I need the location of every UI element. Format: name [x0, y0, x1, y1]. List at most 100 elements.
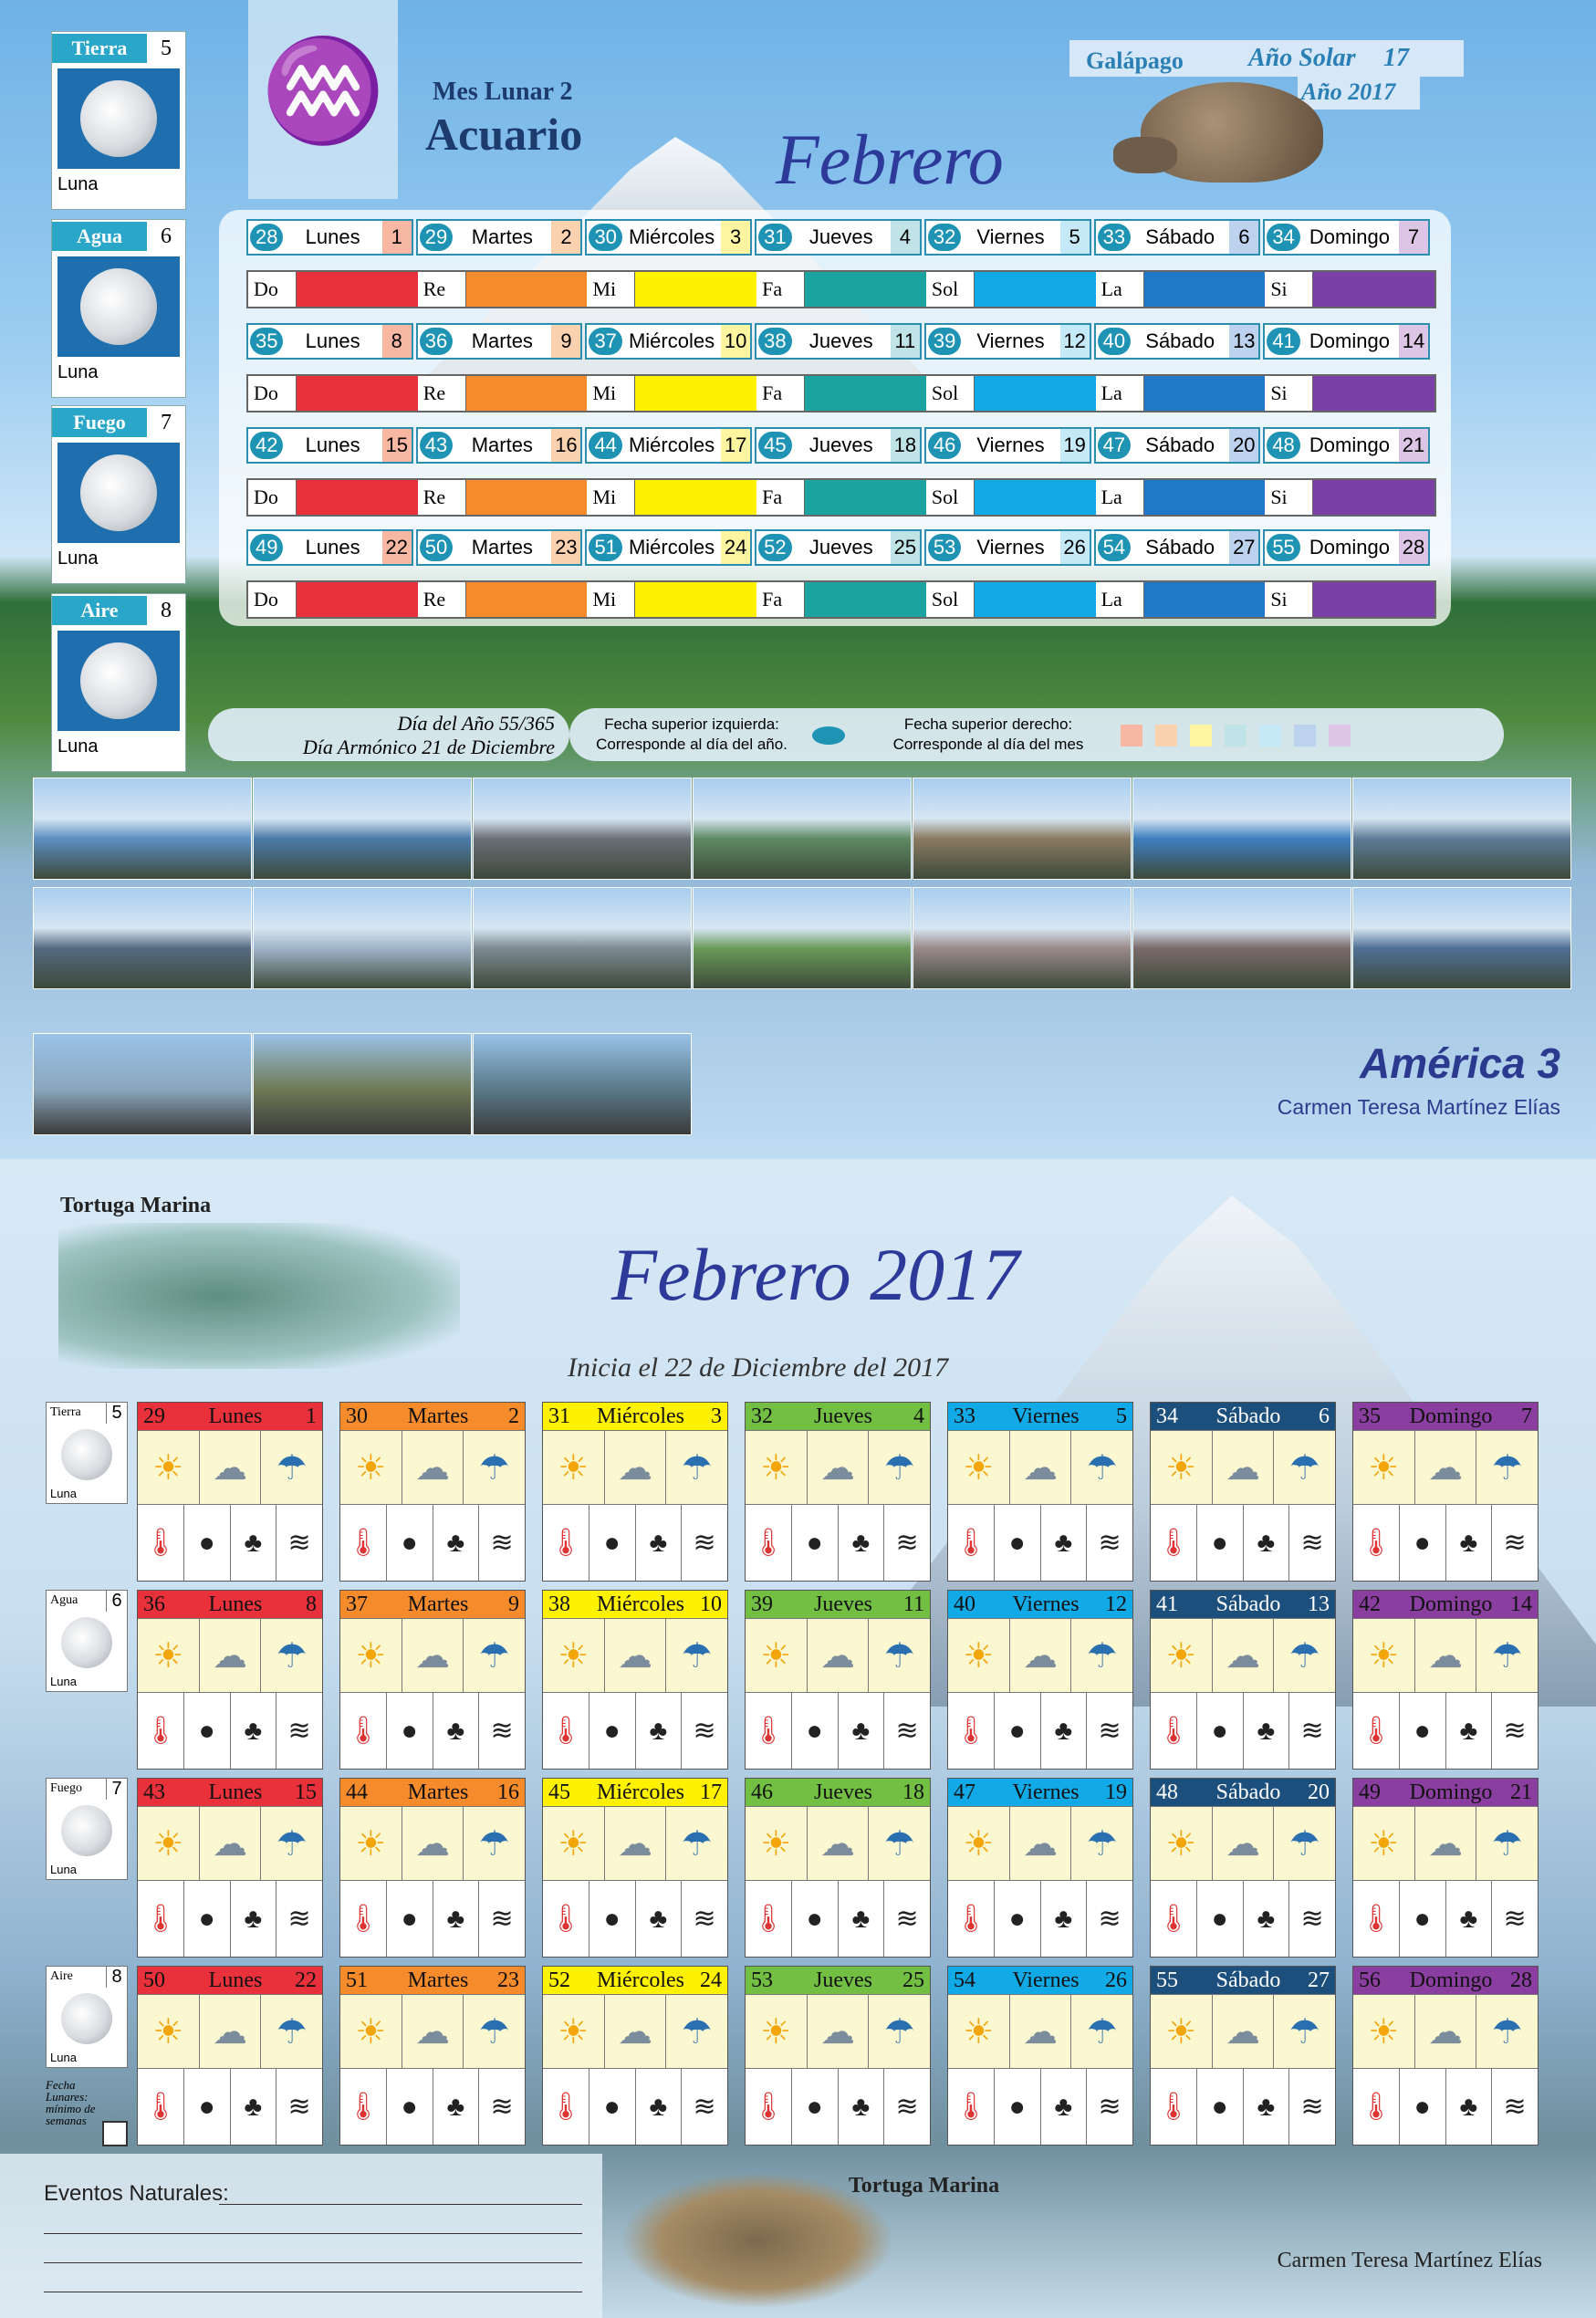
moon-phase-icon[interactable]: ● [589, 1693, 636, 1769]
day-cell[interactable]: 54 Sábado 27 [1093, 529, 1261, 566]
day-cell[interactable]: 41 Domingo 14 [1263, 323, 1431, 360]
day-cell[interactable]: 52 Jueves 25 [755, 529, 922, 566]
cloud-icon[interactable]: ☁ [200, 1807, 262, 1880]
day-card[interactable]: 43 Lunes 15 ☀ ☁ ☂ 🌡 ● ♣ ≋ [137, 1778, 323, 1958]
rain-cloud-icon[interactable]: ☂ [1086, 1448, 1118, 1488]
day-cell[interactable]: 42 Lunes 15 [246, 427, 413, 464]
wind-icon[interactable]: ≋ [1300, 2092, 1324, 2122]
cloud-icon[interactable]: ☁ [605, 1995, 667, 2068]
sun-icon[interactable]: ☀ [1151, 1995, 1213, 2068]
rain-cloud-icon[interactable]: ☂ [276, 1636, 308, 1676]
day-cell[interactable]: 45 Jueves 18 [755, 427, 922, 464]
thermometer-icon[interactable]: 🌡 [340, 1693, 387, 1769]
wind-icon[interactable]: ≋ [895, 1528, 919, 1558]
day-card[interactable]: 46 Jueves 18 ☀ ☁ ☂ 🌡 ● ♣ ≋ [745, 1778, 931, 1958]
day-cell[interactable]: 49 Lunes 22 [246, 529, 413, 566]
day-cell[interactable]: 44 Miércoles 17 [585, 427, 753, 464]
sun-icon[interactable]: ☀ [1353, 1807, 1415, 1880]
rain-cloud-icon[interactable]: ☂ [478, 2012, 510, 2052]
palm-tree-icon[interactable]: ♣ [433, 2069, 480, 2145]
moon-phase-icon[interactable]: ● [184, 1693, 231, 1769]
rain-cloud-icon[interactable]: ☂ [1288, 1448, 1320, 1488]
note-cell[interactable]: Sol [926, 582, 1096, 617]
moon-phase-icon[interactable]: ● [184, 2069, 231, 2145]
cloud-icon[interactable]: ☁ [1415, 1995, 1477, 2068]
sun-icon[interactable]: ☀ [1151, 1431, 1213, 1504]
cloud-icon[interactable]: ☁ [1213, 1619, 1275, 1692]
wind-icon[interactable]: ≋ [693, 2092, 716, 2122]
moon-phase-icon[interactable]: ● [1400, 1693, 1446, 1769]
thermometer-icon[interactable]: 🌡 [543, 2069, 589, 2145]
cloud-icon[interactable]: ☁ [200, 1431, 262, 1504]
palm-tree-icon[interactable]: ♣ [1041, 1693, 1088, 1769]
moon-phase-icon[interactable]: ● [387, 1693, 433, 1769]
cloud-icon[interactable]: ☁ [1415, 1807, 1477, 1880]
day-card[interactable]: 54 Viernes 26 ☀ ☁ ☂ 🌡 ● ♣ ≋ [947, 1966, 1133, 2146]
moon-phase-icon[interactable]: ● [1197, 1693, 1244, 1769]
wind-icon[interactable]: ≋ [1098, 1904, 1121, 1934]
rain-cloud-icon[interactable]: ☂ [1086, 1824, 1118, 1864]
cloud-icon[interactable]: ☁ [808, 1431, 870, 1504]
thermometer-icon[interactable]: 🌡 [746, 1693, 792, 1769]
moon-phase-icon[interactable]: ● [995, 1505, 1041, 1581]
day-cell[interactable]: 39 Viernes 12 [923, 323, 1091, 360]
cloud-icon[interactable]: ☁ [1415, 1619, 1477, 1692]
wind-icon[interactable]: ≋ [490, 1716, 514, 1746]
thermometer-icon[interactable]: 🌡 [138, 1693, 184, 1769]
moon-phase-icon[interactable]: ● [995, 1881, 1041, 1957]
palm-tree-icon[interactable]: ♣ [839, 1693, 885, 1769]
rain-cloud-icon[interactable]: ☂ [1491, 1448, 1523, 1488]
sun-icon[interactable]: ☀ [948, 1807, 1010, 1880]
note-cell[interactable]: La [1096, 480, 1266, 515]
cloud-icon[interactable]: ☁ [200, 1995, 262, 2068]
wind-icon[interactable]: ≋ [287, 2092, 311, 2122]
sun-icon[interactable]: ☀ [340, 1431, 402, 1504]
cloud-icon[interactable]: ☁ [1010, 1807, 1072, 1880]
moon-phase-icon[interactable]: ● [1197, 1881, 1244, 1957]
cloud-icon[interactable]: ☁ [605, 1807, 667, 1880]
day-cell[interactable]: 37 Miércoles 10 [585, 323, 753, 360]
palm-tree-icon[interactable]: ♣ [1446, 1505, 1493, 1581]
day-cell[interactable]: 40 Sábado 13 [1093, 323, 1261, 360]
cloud-icon[interactable]: ☁ [402, 1619, 464, 1692]
thermometer-icon[interactable]: 🌡 [543, 1881, 589, 1957]
day-card[interactable]: 35 Domingo 7 ☀ ☁ ☂ 🌡 ● ♣ ≋ [1352, 1402, 1539, 1582]
note-cell[interactable]: Mi [587, 480, 757, 515]
moon-phase-icon[interactable]: ● [1197, 2069, 1244, 2145]
palm-tree-icon[interactable]: ♣ [1244, 1881, 1290, 1957]
moon-phase-icon[interactable]: ● [184, 1881, 231, 1957]
day-card[interactable]: 30 Martes 2 ☀ ☁ ☂ 🌡 ● ♣ ≋ [339, 1402, 526, 1582]
note-cell[interactable]: Do [248, 376, 418, 411]
sun-icon[interactable]: ☀ [1353, 1995, 1415, 2068]
palm-tree-icon[interactable]: ♣ [636, 1505, 683, 1581]
wind-icon[interactable]: ≋ [1098, 2092, 1121, 2122]
wind-icon[interactable]: ≋ [1503, 1716, 1527, 1746]
rain-cloud-icon[interactable]: ☂ [1288, 2012, 1320, 2052]
wind-icon[interactable]: ≋ [693, 1904, 716, 1934]
palm-tree-icon[interactable]: ♣ [1446, 2069, 1493, 2145]
sun-icon[interactable]: ☀ [746, 1995, 808, 2068]
sun-icon[interactable]: ☀ [1151, 1619, 1213, 1692]
palm-tree-icon[interactable]: ♣ [231, 2069, 277, 2145]
palm-tree-icon[interactable]: ♣ [839, 1881, 885, 1957]
moon-phase-icon[interactable]: ● [792, 2069, 839, 2145]
palm-tree-icon[interactable]: ♣ [231, 1693, 277, 1769]
thermometer-icon[interactable]: 🌡 [948, 1505, 995, 1581]
day-card[interactable]: 50 Lunes 22 ☀ ☁ ☂ 🌡 ● ♣ ≋ [137, 1966, 323, 2146]
thermometer-icon[interactable]: 🌡 [340, 1881, 387, 1957]
palm-tree-icon[interactable]: ♣ [839, 1505, 885, 1581]
day-card[interactable]: 38 Miércoles 10 ☀ ☁ ☂ 🌡 ● ♣ ≋ [542, 1590, 728, 1770]
moon-phase-icon[interactable]: ● [184, 1505, 231, 1581]
day-card[interactable]: 33 Viernes 5 ☀ ☁ ☂ 🌡 ● ♣ ≋ [947, 1402, 1133, 1582]
sun-icon[interactable]: ☀ [746, 1807, 808, 1880]
palm-tree-icon[interactable]: ♣ [839, 2069, 885, 2145]
note-cell[interactable]: Re [418, 480, 588, 515]
wind-icon[interactable]: ≋ [287, 1716, 311, 1746]
note-cell[interactable]: Re [418, 582, 588, 617]
sun-icon[interactable]: ☀ [746, 1431, 808, 1504]
thermometer-icon[interactable]: 🌡 [1151, 1881, 1197, 1957]
note-cell[interactable]: Fa [756, 480, 926, 515]
sun-icon[interactable]: ☀ [340, 1807, 402, 1880]
moon-phase-icon[interactable]: ● [792, 1881, 839, 1957]
day-card[interactable]: 56 Domingo 28 ☀ ☁ ☂ 🌡 ● ♣ ≋ [1352, 1966, 1539, 2146]
